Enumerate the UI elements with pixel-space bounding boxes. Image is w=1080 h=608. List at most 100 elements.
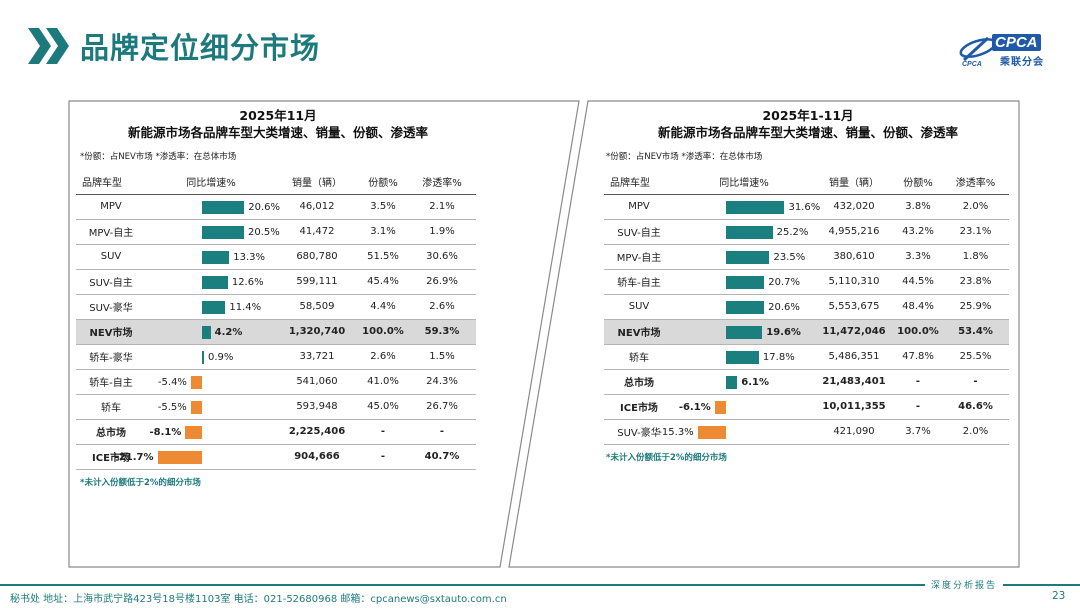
table-row: SUV 20.6% 5,553,675 48.4% 25.9% bbox=[604, 294, 1009, 320]
sales-cell: 10,011,355 bbox=[814, 394, 894, 420]
table-footnote: *未计入份额低于2%的细分市场 bbox=[606, 453, 727, 463]
sales-cell: 599,111 bbox=[276, 269, 358, 295]
growth-bar bbox=[726, 300, 765, 314]
table-row: 轿车 17.8% 5,486,351 47.8% 25.5% bbox=[604, 344, 1009, 370]
growth-bar-cell: -5.4% bbox=[146, 369, 276, 395]
category-cell: ICE市场 bbox=[76, 444, 146, 470]
growth-bar-cell: 11.4% bbox=[146, 294, 276, 320]
table-row: ICE市场 -6.1% 10,011,355-46.6% bbox=[604, 394, 1009, 420]
growth-label: 12.6% bbox=[231, 276, 264, 288]
growth-label: 4.2% bbox=[214, 326, 243, 338]
sales-cell: 5,110,310 bbox=[814, 269, 894, 295]
cpca-logo: CPCA CPCA 乘联分会 bbox=[958, 30, 1058, 70]
share-cell: 3.7% bbox=[894, 419, 942, 445]
penetration-cell: 25.5% bbox=[942, 344, 1009, 370]
table-row: 总市场 6.1% 21,483,401- - bbox=[604, 369, 1009, 395]
growth-bar bbox=[714, 400, 726, 414]
category-cell: SUV-自主 bbox=[76, 269, 146, 295]
share-cell: 3.3% bbox=[894, 244, 942, 270]
sales-cell: 11,472,046 bbox=[814, 319, 894, 345]
table-row: 总市场 -8.1% 2,225,406- - bbox=[76, 419, 476, 445]
growth-bar-cell: 25.2% bbox=[674, 219, 814, 245]
growth-bar bbox=[726, 275, 765, 289]
penetration-cell: 1.8% bbox=[942, 244, 1009, 270]
nov-data-table: 品牌车型 同比增速% 销量（辆） 份额% 渗透率% MPV 20.6% 46,012… bbox=[76, 170, 476, 470]
penetration-cell: 30.6% bbox=[408, 244, 476, 270]
share-cell: - bbox=[358, 419, 408, 445]
table-footnote: *未计入份额低于2%的细分市场 bbox=[80, 478, 201, 488]
penetration-cell: 1.9% bbox=[408, 219, 476, 245]
share-cell: 3.5% bbox=[358, 194, 408, 220]
col-header-share: 份额% bbox=[894, 170, 942, 195]
sales-cell: 33,721 bbox=[276, 344, 358, 370]
growth-bar bbox=[202, 275, 228, 289]
sales-cell: 1,320,740 bbox=[276, 319, 358, 345]
growth-bar bbox=[202, 250, 230, 264]
category-cell: ICE市场 bbox=[604, 394, 674, 420]
growth-bar-cell: 0.9% bbox=[146, 344, 276, 370]
page-title: 品牌定位细分市场 bbox=[80, 31, 321, 65]
category-cell: 轿车 bbox=[76, 394, 146, 420]
growth-bar bbox=[726, 325, 763, 339]
report-tag: 深度分析报告 bbox=[925, 578, 1004, 591]
penetration-cell: 25.9% bbox=[942, 294, 1009, 320]
penetration-cell: 23.1% bbox=[942, 219, 1009, 245]
sales-cell: 2,225,406 bbox=[276, 419, 358, 445]
growth-label: -15.3% bbox=[658, 426, 694, 438]
penetration-cell: - bbox=[942, 369, 1009, 395]
growth-bar bbox=[190, 400, 202, 414]
col-header-share: 份额% bbox=[358, 170, 408, 195]
growth-bar bbox=[726, 375, 738, 389]
share-cell: 51.5% bbox=[358, 244, 408, 270]
sales-cell: 5,486,351 bbox=[814, 344, 894, 370]
category-cell: SUV-豪华 bbox=[604, 419, 674, 445]
growth-bar-cell: 20.7% bbox=[674, 269, 814, 295]
share-cell: - bbox=[894, 369, 942, 395]
share-cell: 3.8% bbox=[894, 194, 942, 220]
growth-bar-cell: 20.6% bbox=[674, 294, 814, 320]
growth-bar bbox=[157, 450, 202, 464]
table-row: SUV-豪华 11.4% 58,509 4.4% 2.6% bbox=[76, 294, 476, 320]
growth-label: 13.3% bbox=[233, 251, 266, 263]
category-cell: MPV bbox=[76, 194, 146, 220]
growth-bar-cell: 4.2% bbox=[146, 319, 276, 345]
table-title: 2025年1-11月 新能源市场各品牌车型大类增速、销量、份额、渗透率 bbox=[657, 108, 958, 140]
table-row: NEV市场 19.6% 11,472,046 100.0% 53.4% bbox=[604, 319, 1009, 345]
sales-cell: 58,509 bbox=[276, 294, 358, 320]
penetration-cell: - bbox=[408, 419, 476, 445]
growth-bar bbox=[185, 425, 202, 439]
col-header-growth: 同比增速% bbox=[146, 170, 276, 195]
share-cell: 47.8% bbox=[894, 344, 942, 370]
table-row: NEV市场 4.2% 1,320,740 100.0% 59.3% bbox=[76, 319, 476, 345]
category-cell: SUV-自主 bbox=[604, 219, 674, 245]
growth-bar bbox=[726, 250, 770, 264]
growth-label: 25.2% bbox=[776, 226, 809, 238]
table-row: MPV 31.6% 432,020 3.8% 2.0% bbox=[604, 194, 1009, 220]
col-header-category: 品牌车型 bbox=[76, 170, 146, 195]
growth-bar bbox=[697, 425, 726, 439]
growth-label: -6.1% bbox=[678, 401, 711, 413]
table-note: *份额：占NEV市场 *渗透率：在总体市场 bbox=[606, 152, 763, 162]
share-cell: 44.5% bbox=[894, 269, 942, 295]
growth-label: 20.7% bbox=[768, 276, 801, 288]
growth-bar-cell: -8.1% bbox=[146, 419, 276, 445]
sales-cell: 593,948 bbox=[276, 394, 358, 420]
col-header-growth: 同比增速% bbox=[674, 170, 814, 195]
table-row: ICE市场 -21.7% 904,666-40.7% bbox=[76, 444, 476, 470]
col-header-category: 品牌车型 bbox=[604, 170, 674, 195]
growth-bar-cell: 20.6% bbox=[146, 194, 280, 220]
growth-label: -8.1% bbox=[149, 426, 182, 438]
table-row: MPV-自主 23.5% 380,610 3.3% 1.8% bbox=[604, 244, 1009, 270]
table-row: 轿车 -5.5% 593,948 45.0% 26.7% bbox=[76, 394, 476, 420]
penetration-cell: 24.3% bbox=[408, 369, 476, 395]
sales-cell: 41,472 bbox=[276, 219, 358, 245]
penetration-cell: 2.0% bbox=[942, 419, 1009, 445]
penetration-cell: 40.7% bbox=[408, 444, 476, 470]
category-cell: SUV bbox=[604, 294, 674, 320]
growth-label: -21.7% bbox=[114, 451, 154, 463]
share-cell: - bbox=[894, 394, 942, 420]
category-cell: 轿车 bbox=[604, 344, 674, 370]
growth-label: 20.6% bbox=[248, 201, 280, 213]
share-cell: 100.0% bbox=[358, 319, 408, 345]
share-cell: 41.0% bbox=[358, 369, 408, 395]
